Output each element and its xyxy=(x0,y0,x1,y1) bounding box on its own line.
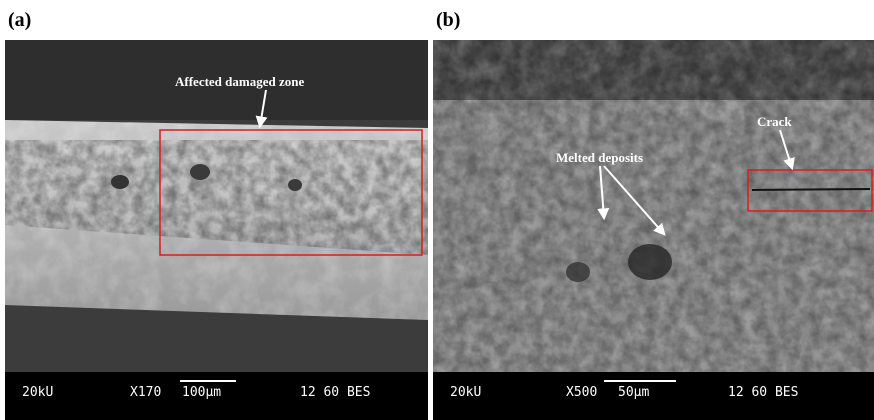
panel-label: (a) xyxy=(8,9,31,31)
panel-label: (b) xyxy=(436,9,460,31)
info-scale: 50μm xyxy=(618,385,649,400)
figure: (a) (b) Affected damaged zone 20kU X170 … xyxy=(0,0,874,420)
info-magnification: X170 xyxy=(130,385,161,400)
sem-image-b: Melted deposits Crack 20kU X500 50μm 12 … xyxy=(433,40,874,420)
info-code: 12 60 BES xyxy=(300,385,370,400)
info-scale: 100μm xyxy=(182,385,221,400)
annotation: Crack xyxy=(757,114,792,129)
annotation: Affected damaged zone xyxy=(175,74,304,89)
info-voltage: 20kU xyxy=(450,385,481,400)
info-voltage: 20kU xyxy=(22,385,53,400)
sem-image-a: Affected damaged zone 20kU X170 100μm 12… xyxy=(5,40,428,420)
annotation: Melted deposits xyxy=(556,150,643,165)
info-magnification: X500 xyxy=(566,385,597,400)
info-code: 12 60 BES xyxy=(728,385,798,400)
